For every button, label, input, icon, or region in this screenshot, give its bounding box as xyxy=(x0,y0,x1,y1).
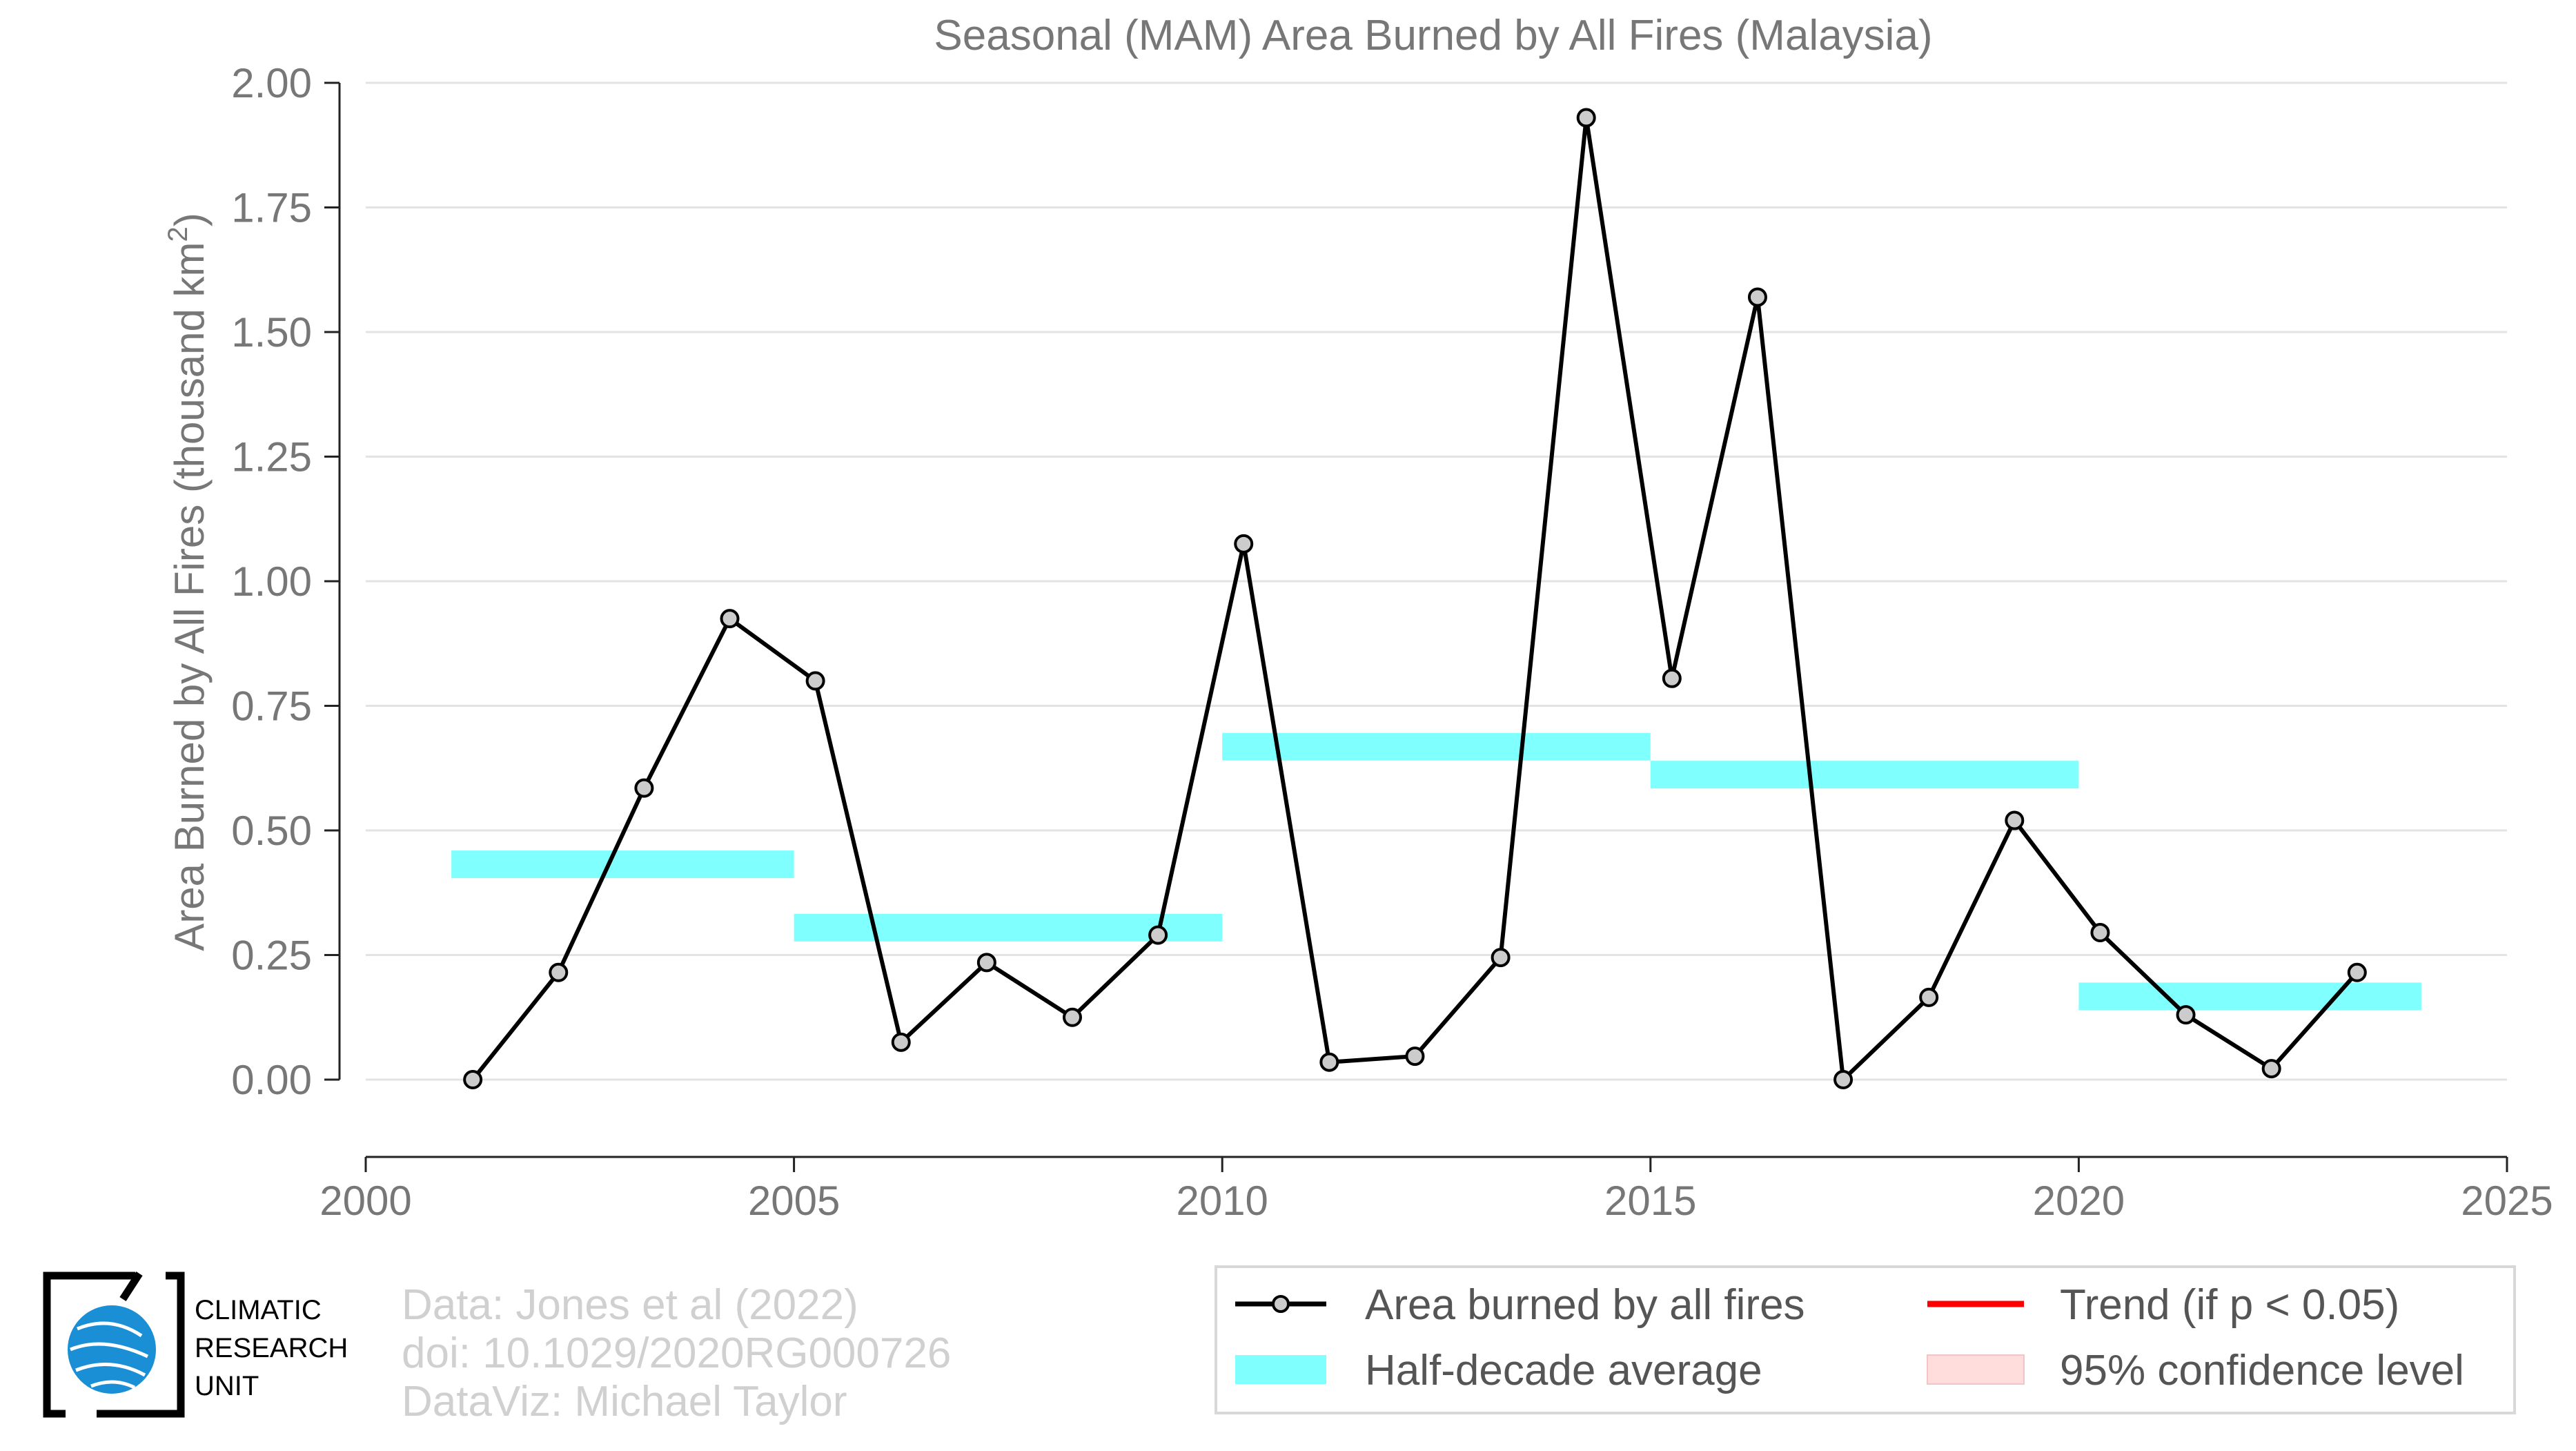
grid-lines xyxy=(366,81,2507,1081)
logo-slash xyxy=(119,1272,143,1301)
y-tick-label: 0.75 xyxy=(231,683,312,730)
x-tick-label: 2020 xyxy=(2033,1178,2125,1224)
logo-text-climatic: CLIMATIC xyxy=(195,1295,322,1325)
legend-label-confidence: 95% confidence level xyxy=(2060,1347,2464,1394)
data-point xyxy=(1833,1070,1854,1089)
data-point xyxy=(2005,810,2025,830)
x-tick-label: 2015 xyxy=(1604,1178,1696,1224)
credit-data: Data: Jones et al (2022) xyxy=(402,1281,858,1329)
x-tick-label: 2000 xyxy=(319,1178,411,1224)
y-tick-label: 0.00 xyxy=(231,1057,312,1103)
x-tick-label: 2005 xyxy=(748,1178,840,1224)
data-point xyxy=(1919,987,1939,1007)
half-decade-band xyxy=(1650,761,2079,789)
y-axis-ticks: 0.00 0.25 0.50 0.75 1.00 1.25 1.50 1.75 2.00 xyxy=(231,60,340,1103)
data-point xyxy=(1319,1052,1339,1072)
data-point xyxy=(976,953,996,973)
globe-swirl-lines xyxy=(70,1321,149,1390)
x-tick-label: 2025 xyxy=(2461,1178,2553,1224)
y-tick-label: 1.00 xyxy=(231,558,312,605)
data-point xyxy=(2176,1005,2196,1025)
data-point xyxy=(2090,923,2110,943)
series-area-burned xyxy=(463,108,2367,1089)
data-point xyxy=(549,962,569,982)
legend-label-half-decade: Half-decade average xyxy=(1365,1347,1762,1394)
x-axis-ticks: 2000 2005 2010 2015 2020 2025 xyxy=(319,1157,2553,1224)
legend-swatch-confidence xyxy=(1927,1354,2025,1385)
data-point xyxy=(1062,1007,1082,1027)
half-decade-band xyxy=(1222,732,1651,761)
data-point xyxy=(1405,1046,1425,1067)
legend-marker-area-burned xyxy=(1272,1295,1290,1313)
chart-title: Seasonal (MAM) Area Burned by All Fires … xyxy=(934,12,1932,59)
credit-doi: doi: 10.1029/2020RG000726 xyxy=(402,1330,951,1377)
half-decade-band xyxy=(2078,982,2421,1011)
data-point xyxy=(1491,948,1511,968)
data-point xyxy=(2261,1059,2281,1079)
data-point xyxy=(805,671,825,691)
half-decade-average-bands xyxy=(451,732,2421,1011)
logo-text-research: RESEARCH xyxy=(195,1333,348,1363)
y-tick-label: 1.75 xyxy=(231,185,312,231)
data-point xyxy=(1576,108,1596,128)
legend: Area burned by all fires Trend (if p < 0… xyxy=(1215,1265,2516,1414)
data-point xyxy=(634,778,654,798)
series-line xyxy=(471,115,2359,1082)
legend-label-area-burned: Area burned by all fires xyxy=(1365,1281,1805,1329)
half-decade-band xyxy=(451,850,794,879)
legend-swatch-half-decade xyxy=(1235,1355,1326,1384)
data-point xyxy=(1747,287,1767,307)
y-tick-label: 1.50 xyxy=(231,309,312,356)
data-point xyxy=(1234,534,1254,554)
data-point xyxy=(891,1032,911,1052)
y-tick-label: 1.25 xyxy=(231,434,312,480)
x-tick-label: 2010 xyxy=(1176,1178,1268,1224)
logo-bracket-right xyxy=(97,1272,185,1418)
logo-bracket-left xyxy=(43,1272,135,1418)
credit-dataviz: DataViz: Michael Taylor xyxy=(402,1378,847,1425)
data-point xyxy=(1662,668,1682,688)
logo-text-unit: UNIT xyxy=(195,1371,259,1401)
y-tick-label: 0.25 xyxy=(231,933,312,979)
data-point xyxy=(2347,962,2367,982)
y-tick-label: 0.50 xyxy=(231,808,312,854)
cru-logo: CLIMATIC RESEARCH UNIT xyxy=(43,1272,348,1418)
y-tick-label: 2.00 xyxy=(231,60,312,106)
legend-label-trend: Trend (if p < 0.05) xyxy=(2060,1281,2399,1329)
data-point xyxy=(720,609,740,629)
data-point xyxy=(463,1070,483,1089)
y-axis-label: Area Burned by All Fires (thousand km2) xyxy=(163,213,213,951)
legend-box xyxy=(1215,1265,2516,1414)
data-point xyxy=(1148,925,1168,945)
